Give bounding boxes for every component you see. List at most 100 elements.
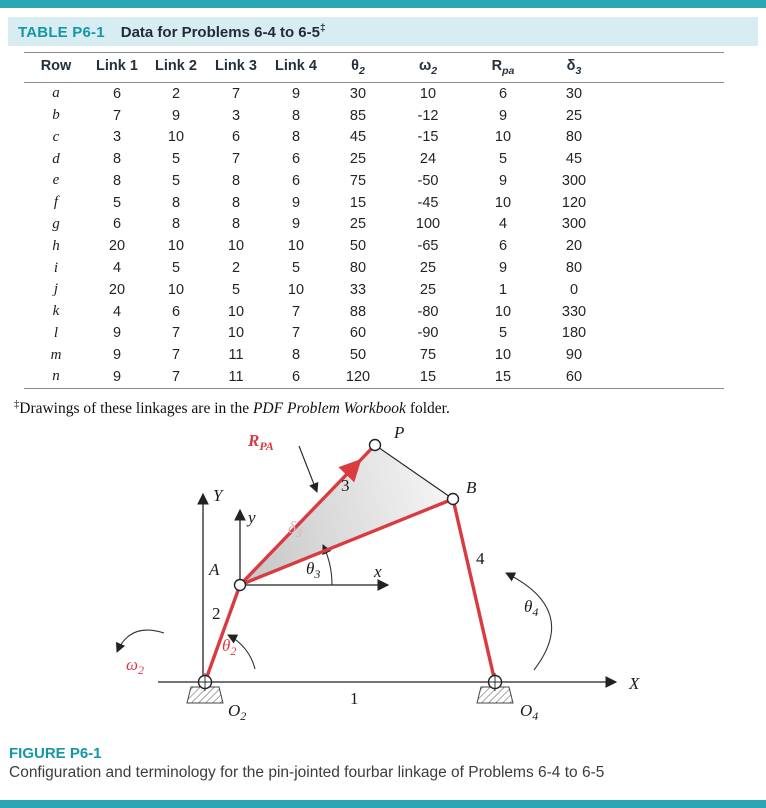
figure-heading: FIGURE P6-1 [9,744,102,762]
table-cell: 300 [561,172,587,189]
page-top-rule [0,0,766,8]
table-cell: 60 [565,368,583,385]
table-cell: 10 [494,129,512,146]
table-row: m 9 7 11 8 50 75 10 90 [24,344,724,366]
table-cell: 11 [228,368,244,385]
table-cell: 45 [349,129,367,146]
table-cell: 9 [291,85,301,102]
coupler-plate [240,444,453,585]
link3-edge-ab [238,497,455,587]
table-cell: 25 [349,151,367,168]
table-cell: 180 [561,325,587,342]
table-cell: 10 [167,238,185,255]
local-y-label: y [246,508,256,527]
col-header-delta3: δ3 [566,58,582,77]
table-row: i 4 5 2 5 80 25 9 80 [24,257,724,279]
table-cell: 80 [349,260,367,277]
col-header-row: Row [40,58,72,74]
table-cell: -50 [417,172,439,189]
table-row: e 8 5 8 6 75 -50 9 300 [24,170,724,192]
row-label: j [53,281,59,298]
table-cell: 5 [498,151,508,168]
table-cell: 4 [112,260,122,277]
link2-label: 2 [212,604,221,623]
table-cell: 88 [349,303,367,320]
table-cell: 5 [291,260,301,277]
table-cell: 8 [231,194,241,211]
table-cell: -15 [417,129,439,146]
table-row: f 5 8 8 9 15 -45 10 120 [24,192,724,214]
table-cell: -12 [417,107,439,124]
table-cell: 50 [349,238,367,255]
table-cell: 5 [171,260,181,277]
table-cell: -90 [417,325,439,342]
table-cell: 24 [419,151,437,168]
row-label: l [53,324,59,341]
col-header-link4: Link 4 [275,58,317,74]
table-cell: 75 [349,172,367,189]
table-cell: 7 [112,107,122,124]
table-row: k 4 6 10 7 88 -80 10 330 [24,301,724,323]
col-header-link2: Link 2 [155,58,197,74]
table-cell: 2 [231,260,241,277]
table-row: c 3 10 6 8 45 -15 10 80 [24,126,724,148]
row-label: d [52,150,60,167]
joint-p [368,438,382,452]
link3-label: 3 [341,476,350,495]
table-cell: 20 [108,238,126,255]
table-cell: 60 [349,325,367,342]
table-cell: 10 [227,238,245,255]
table-cell: 8 [171,216,181,233]
figure-diagram: RPA P B A Y y x X 1 2 3 4 θ2 θ3 θ4 δ3 ω2… [116,423,640,723]
table-cell: 2 [171,85,181,102]
table-cell: 1 [498,281,508,298]
rpa-leader-line [298,445,319,493]
table-cell: 8 [291,129,301,146]
table-cell: 20 [108,281,126,298]
table-cell: 3 [231,107,241,124]
theta4-arc [505,572,553,671]
table-cell: 7 [231,85,241,102]
theta3-label: θ3 [306,559,320,581]
table-cell: 9 [112,325,122,342]
table-row: j 20 10 5 10 33 25 1 0 [24,279,724,301]
joint-b [446,492,460,506]
table-cell: 80 [565,260,583,277]
page-bottom-rule [0,800,766,808]
o4-label: O4 [520,701,538,723]
o2-label: O2 [228,701,246,723]
table-cell: 5 [171,151,181,168]
table-cell: 30 [349,85,367,102]
table-titlebar: TABLE P6-1 Data for Problems 6-4 to 6-5‡ [8,17,758,46]
row-label: m [50,346,62,363]
table-cell: 8 [231,172,241,189]
table-cell: 25 [419,260,437,277]
table-cell: 30 [565,85,583,102]
table-cell: 7 [291,325,301,342]
table-footnote: ‡Drawings of these linkages are in the P… [14,399,766,418]
footnote-dagger: ‡ [14,398,20,410]
table-cell: 330 [561,303,587,320]
table-cell: 6 [112,216,122,233]
table-cell: 45 [565,151,583,168]
table-cell: 9 [498,107,508,124]
theta2-label: θ2 [222,636,236,658]
table-row: n 9 7 11 6 120 15 15 60 [24,366,724,388]
col-header-link3: Link 3 [215,58,257,74]
row-label: n [52,368,60,385]
rpa-vector-arrowhead [338,458,362,483]
data-table: Row Link 1 Link 2 Link 3 Link 4 θ2 ω2 Rp… [24,52,724,389]
coupler-edge-pb [374,444,454,500]
link4-line [451,497,497,684]
delta3-label: δ3 [288,518,302,540]
table-cell: 7 [171,325,181,342]
table-title: Data for Problems 6-4 to 6-5 [120,24,320,41]
table-cell: 0 [569,281,579,298]
point-p-label: P [393,423,404,442]
table-cell: 6 [291,172,301,189]
col-header-link1: Link 1 [96,58,138,74]
row-label: k [52,303,60,320]
table-cell: 10 [167,129,185,146]
table-cell: 9 [498,172,508,189]
row-label: e [52,172,60,189]
